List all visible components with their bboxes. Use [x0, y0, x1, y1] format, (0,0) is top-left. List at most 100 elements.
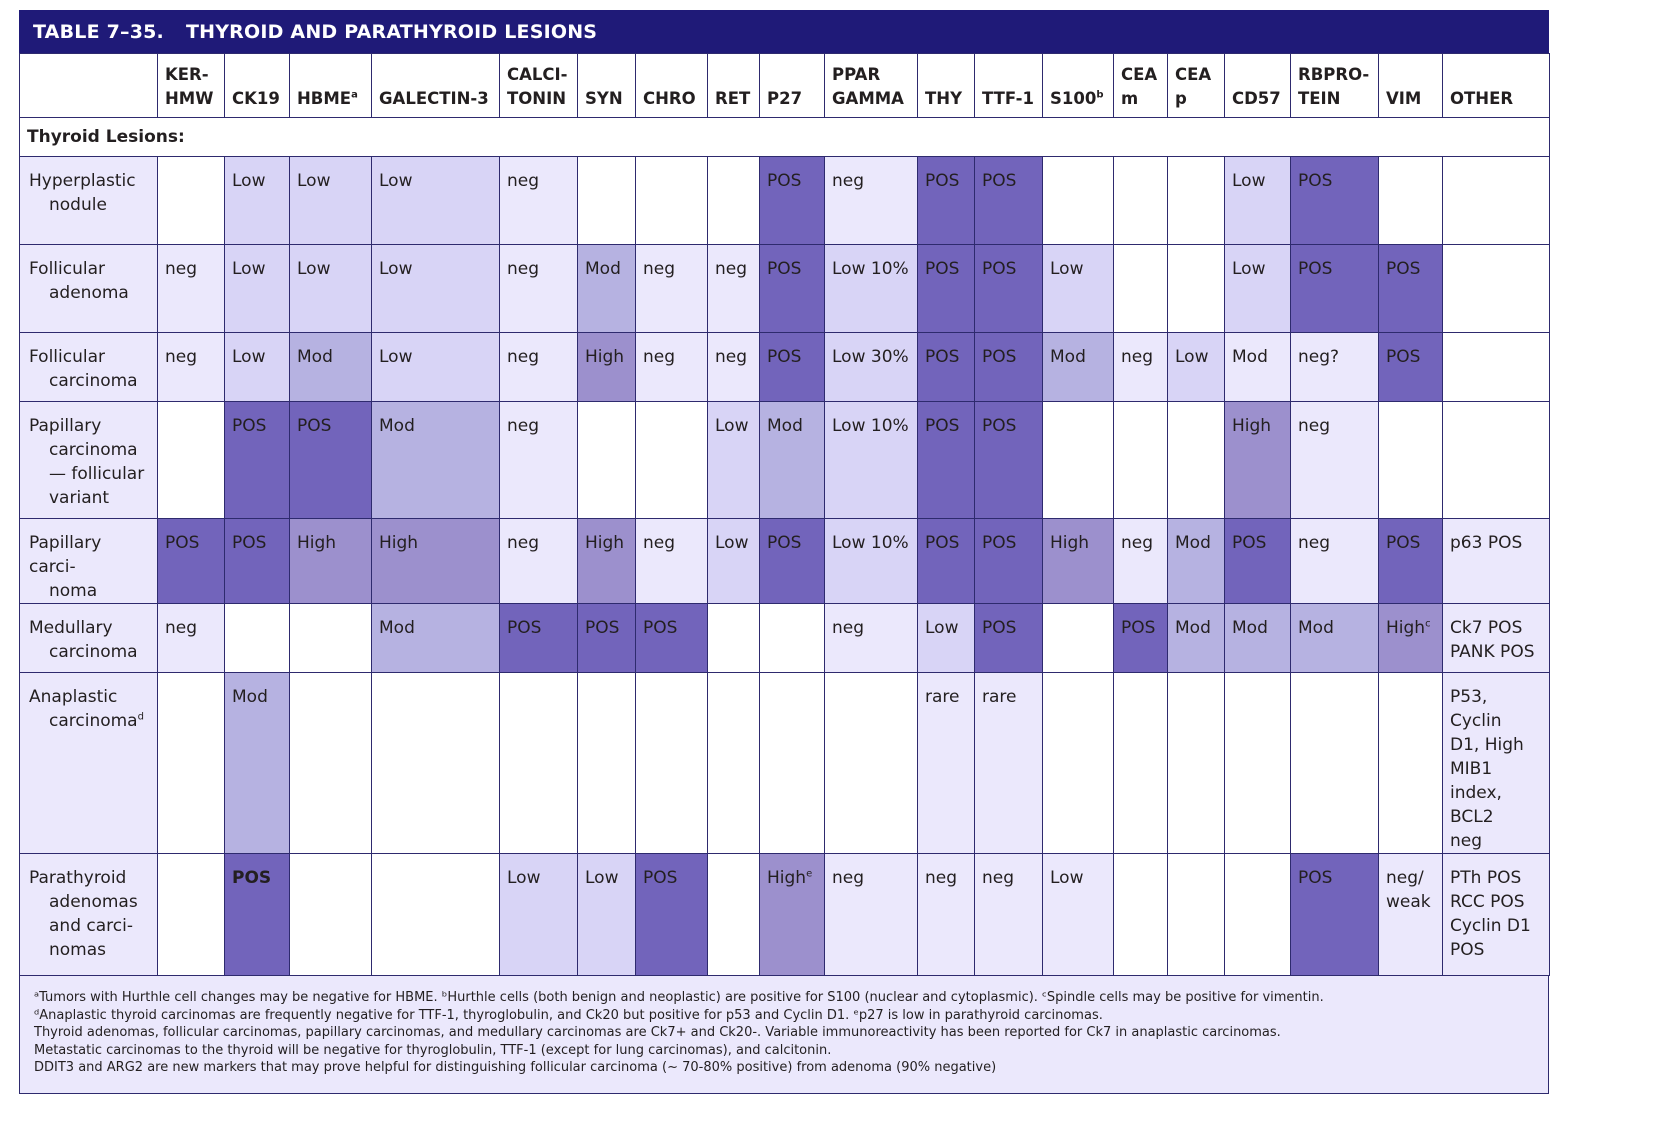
- table-cell: [371, 672, 500, 854]
- table-cell: [1167, 401, 1225, 519]
- row-label-line: Papillary: [29, 416, 102, 436]
- table-cell: neg: [824, 603, 918, 673]
- table-cell: [1378, 401, 1443, 519]
- table-cell: Mod: [1290, 603, 1379, 673]
- table-cell: [1442, 156, 1550, 245]
- table-cell: Low: [371, 332, 500, 402]
- table-cell: [635, 156, 708, 245]
- table-cell: [1042, 672, 1114, 854]
- table-cell: PTh POS RCC POS Cyclin D1 POS: [1442, 853, 1550, 976]
- table-cell: neg: [824, 853, 918, 976]
- table-cell: POS: [157, 518, 225, 604]
- table-cell: Low: [499, 853, 578, 976]
- column-header: HBMEa: [289, 53, 372, 118]
- table-cell: [1442, 332, 1550, 402]
- table-cell: POS: [635, 603, 708, 673]
- row-label-line: variant: [49, 488, 110, 508]
- table-container: TABLE 7–35. THYROID AND PARATHYROID LESI…: [19, 10, 1550, 1094]
- table-cell: P53, Cyclin D1, High MIB1 index, BCL2 neg: [1442, 672, 1550, 854]
- header-corner: [19, 53, 158, 118]
- table-row: Anaplastic carcinomad Mod rare rare P53, Cycl…: [19, 672, 1550, 854]
- section-label: Thyroid Lesions:: [19, 117, 1550, 157]
- table-cell: neg: [499, 518, 578, 604]
- table-cell: Mod: [759, 401, 825, 519]
- table-cell: [759, 672, 825, 854]
- table-cell: Low: [577, 853, 636, 976]
- row-label: Follicular adenoma: [19, 244, 158, 333]
- table-row: Medullary carcinoma neg Mod POS POS POS neg Low P…: [19, 603, 1550, 673]
- table-cell: [499, 672, 578, 854]
- table-cell: POS: [1113, 603, 1168, 673]
- table-cell: Low: [224, 156, 290, 245]
- table-cell: [635, 672, 708, 854]
- table-cell: POS: [224, 853, 290, 976]
- table-row: Parathyroid adenomas and carci-nomas POS Low…: [19, 853, 1550, 976]
- table-cell: neg: [499, 332, 578, 402]
- table-cell: [1042, 603, 1114, 673]
- table-cell: POS: [917, 244, 975, 333]
- table-cell: neg: [917, 853, 975, 976]
- table-cell: POS: [577, 603, 636, 673]
- table-cell: p63 POS: [1442, 518, 1550, 604]
- table-cell: Mod: [289, 332, 372, 402]
- table-cell: POS: [1224, 518, 1291, 604]
- table-cell: [1167, 156, 1225, 245]
- table-cell: [1113, 156, 1168, 245]
- footnote-line: Thyroid adenomas, follicular carcinomas,…: [34, 1025, 1281, 1040]
- table-cell: Low 10%: [824, 401, 918, 519]
- table-cell: POS: [974, 332, 1043, 402]
- row-label: Medullary carcinoma: [19, 603, 158, 673]
- table-cell: High: [1224, 401, 1291, 519]
- row-label-line: adenomas: [49, 892, 138, 912]
- table-cell: POS: [974, 244, 1043, 333]
- row-label-line: noma: [49, 581, 98, 601]
- table-cell: [1113, 401, 1168, 519]
- table-cell: POS: [1378, 518, 1443, 604]
- table-cell: [707, 156, 760, 245]
- table-cell: [1224, 672, 1291, 854]
- row-label-line: — follicular: [49, 464, 145, 484]
- table-cell: Low: [289, 244, 372, 333]
- column-header: CD57: [1224, 53, 1291, 118]
- column-header: TTF-1: [974, 53, 1043, 118]
- table-cell: POS: [224, 401, 290, 519]
- table-cell: neg: [499, 156, 578, 245]
- table-cell: Mod: [1167, 518, 1225, 604]
- table-cell: POS: [974, 603, 1043, 673]
- table-title: THYROID AND PARATHYROID LESIONS: [185, 20, 598, 43]
- table-cell: POS: [1290, 853, 1379, 976]
- table-cell: POS: [759, 156, 825, 245]
- column-header: CHRO: [635, 53, 708, 118]
- table-cell: Low: [707, 401, 760, 519]
- table-cell: Mod: [577, 244, 636, 333]
- table-cell: Mod: [224, 672, 290, 854]
- table-cell: POS: [289, 401, 372, 519]
- table-cell: [1113, 853, 1168, 976]
- table-cell: High: [289, 518, 372, 604]
- table-cell: POS: [224, 518, 290, 604]
- row-label: Papillary carci-noma: [19, 518, 158, 604]
- table-cell: Low 30%: [824, 332, 918, 402]
- table-cell: neg: [707, 332, 760, 402]
- table-cell: Low: [707, 518, 760, 604]
- table-cell: POS: [974, 518, 1043, 604]
- table-cell: [577, 401, 636, 519]
- row-label-line: and carci-: [49, 916, 133, 936]
- row-label-line: Hyperplastic: [29, 171, 136, 191]
- table-cell: Low: [1042, 244, 1114, 333]
- row-label: Parathyroid adenomas and carci-nomas: [19, 853, 158, 976]
- table-cell: [1224, 853, 1291, 976]
- table-cell: POS: [1290, 156, 1379, 245]
- table-row: Follicular adenoma neg Low Low Low neg Mod neg ne…: [19, 244, 1550, 333]
- column-header: OTHER: [1442, 53, 1550, 118]
- table-cell: Ck7 POS PANK POS: [1442, 603, 1550, 673]
- table-cell: neg: [635, 244, 708, 333]
- table-cell: POS: [917, 518, 975, 604]
- table-cell: [1290, 672, 1379, 854]
- table-cell: rare: [917, 672, 975, 854]
- row-label-line: Anaplastic: [29, 687, 118, 707]
- footnote-line: ᵃTumors with Hurthle cell changes may be…: [34, 990, 1324, 1005]
- table-row: Follicular carcinoma neg Low Mod Low neg High ne…: [19, 332, 1550, 402]
- row-label-line: nodule: [49, 195, 107, 215]
- row-label: Hyperplastic nodule: [19, 156, 158, 245]
